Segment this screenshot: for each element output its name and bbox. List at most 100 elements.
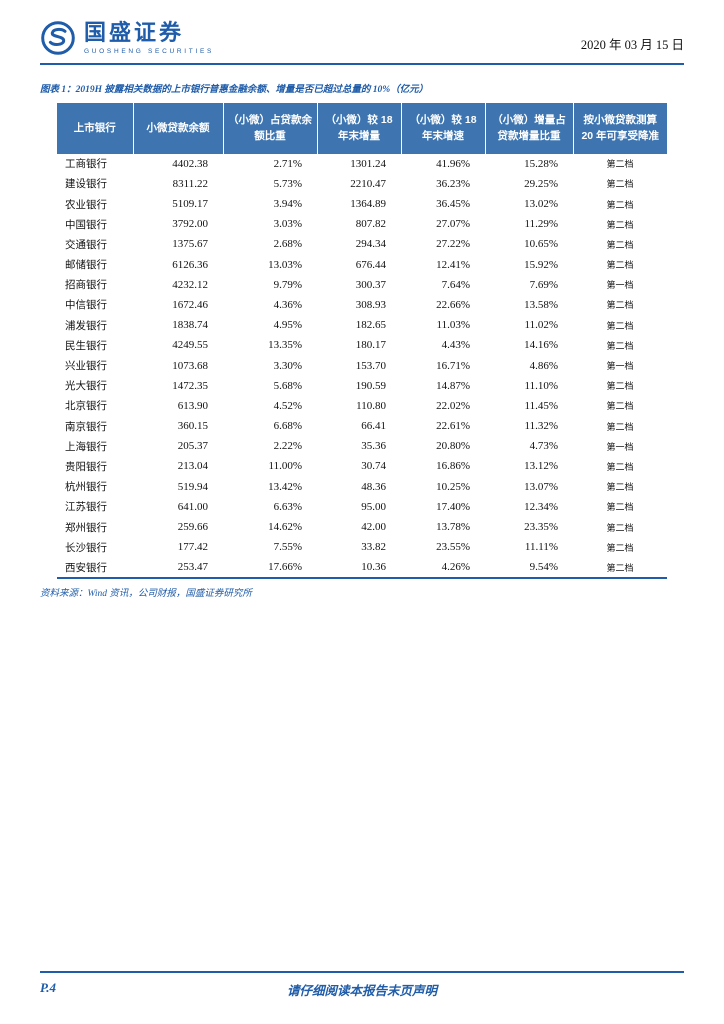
table-row: 中国银行 3792.00 3.03% 807.82 27.07% 11.29% 第二档 — [57, 214, 667, 234]
cell-increase: 807.82 — [355, 218, 386, 231]
cell-balance: 4232.12 — [172, 278, 208, 291]
header-divider — [40, 63, 684, 65]
cell-increase-share: 11.29% — [524, 218, 558, 231]
cell-balance-share: 7.55% — [273, 541, 302, 554]
cell-tier: 第二档 — [606, 401, 634, 412]
cell-increase-share: 11.02% — [524, 319, 558, 332]
cell-balance-share: 11.00% — [268, 460, 302, 473]
cell-tier: 第二档 — [606, 482, 634, 493]
cell-balance: 4402.38 — [172, 157, 208, 170]
source-note: 资料来源：Wind 资讯，公司财报，国盛证券研究所 — [40, 589, 252, 600]
table-row: 民生银行 4249.55 13.35% 180.17 4.43% 14.16% 第二档 — [57, 335, 667, 355]
cell-balance: 5109.17 — [172, 198, 208, 210]
table-row: 农业银行 5109.17 3.94% 1364.89 36.45% 13.02% 第二档 — [57, 194, 667, 214]
cell-balance-share: 3.30% — [273, 359, 302, 372]
cell-increase-share: 15.28% — [524, 157, 558, 170]
guosheng-logo-icon — [41, 21, 75, 55]
bank-loan-table: 上市银行 小微贷款余额 （小微）占贷款余额比重 （小微）较 18 年末增量 （小… — [57, 103, 667, 580]
brand-name-cn: 国盛证券 — [84, 20, 185, 46]
cell-tier: 第二档 — [606, 300, 634, 311]
cell-balance: 613.90 — [177, 399, 208, 412]
table-row: 中信银行 1672.46 4.36% 308.93 22.66% 13.58% 第二档 — [57, 295, 667, 315]
cell-tier: 第二档 — [606, 542, 634, 553]
cell-bank: 郑州银行 — [65, 522, 107, 534]
cell-balance: 641.00 — [177, 500, 208, 513]
cell-bank: 邮储银行 — [65, 260, 107, 272]
table-row: 招商银行 4232.12 9.79% 300.37 7.64% 7.69% 第一档 — [57, 275, 667, 295]
cell-increase: 2210.47 — [350, 177, 386, 190]
cell-bank: 光大银行 — [65, 381, 107, 393]
cell-increase-share: 10.65% — [524, 238, 558, 251]
cell-tier: 第一档 — [606, 280, 634, 291]
cell-balance-share: 5.68% — [273, 379, 302, 392]
cell-balance: 6126.36 — [172, 258, 208, 271]
cell-growth: 22.61% — [436, 420, 470, 433]
cell-balance-share: 6.63% — [273, 500, 302, 513]
cell-increase: 42.00 — [361, 521, 386, 533]
page-number: P.4 — [40, 980, 57, 995]
column-header-growth: （小微）较 18 年末增速 — [400, 103, 485, 154]
cell-bank: 中国银行 — [65, 219, 107, 231]
cell-increase-share: 13.12% — [524, 460, 558, 473]
cell-bank: 交通银行 — [65, 239, 107, 251]
table-row: 兴业银行 1073.68 3.30% 153.70 16.71% 4.86% 第一档 — [57, 355, 667, 375]
cell-tier: 第二档 — [606, 461, 634, 472]
cell-tier: 第一档 — [606, 361, 634, 371]
cell-tier: 第二档 — [606, 340, 634, 351]
table-row: 西安银行 253.47 17.66% 10.36 4.26% 9.54% 第二档 — [57, 557, 667, 578]
cell-increase: 66.41 — [361, 420, 386, 433]
table-row: 江苏银行 641.00 6.63% 95.00 17.40% 12.34% 第二档 — [57, 497, 667, 517]
cell-increase-share: 12.34% — [524, 500, 558, 513]
cell-tier: 第二档 — [606, 320, 634, 331]
cell-tier: 第二档 — [606, 260, 634, 271]
cell-growth: 7.64% — [441, 278, 470, 291]
table-row: 南京银行 360.15 6.68% 66.41 22.61% 11.32% 第二档 — [57, 416, 667, 436]
cell-increase-share: 11.10% — [524, 379, 558, 392]
cell-increase: 308.93 — [355, 298, 386, 311]
cell-balance-share: 2.71% — [273, 157, 302, 170]
cell-balance: 1073.68 — [172, 359, 208, 372]
cell-bank: 招商银行 — [65, 280, 107, 292]
cell-bank: 杭州银行 — [65, 482, 107, 494]
cell-increase-share: 4.86% — [529, 359, 558, 372]
table-body: 工商银行 4402.38 2.71% 1301.24 41.96% 15.28% 第二档 建设… — [57, 154, 667, 579]
cell-bank: 浦发银行 — [65, 320, 107, 332]
column-header-tier: 按小微贷款测算 20 年可享受降准 — [572, 103, 667, 154]
table-row: 郑州银行 259.66 14.62% 42.00 13.78% 23.35% 第二档 — [57, 517, 667, 537]
cell-increase-share: 7.69% — [529, 278, 558, 291]
cell-increase: 48.36 — [361, 480, 386, 493]
cell-increase: 30.74 — [361, 460, 386, 473]
cell-bank: 农业银行 — [65, 199, 107, 211]
cell-tier: 第二档 — [606, 219, 634, 230]
cell-bank: 建设银行 — [65, 179, 107, 191]
cell-balance: 213.04 — [177, 460, 208, 473]
cell-increase: 294.34 — [355, 238, 386, 251]
table-row: 光大银行 1472.35 5.68% 190.59 14.87% 11.10% 第二档 — [57, 376, 667, 396]
cell-balance-share: 4.52% — [273, 399, 302, 412]
brand: 国盛证券 GUOSHENG SECURITIES — [40, 20, 214, 56]
cell-growth: 10.25% — [436, 480, 470, 493]
cell-bank: 工商银行 — [65, 159, 107, 171]
cell-balance: 205.37 — [177, 440, 208, 453]
cell-growth: 41.96% — [436, 157, 470, 170]
column-header-increase-share: （小微）增量占贷款增量比重 — [484, 103, 573, 154]
cell-balance-share: 3.03% — [273, 218, 302, 231]
cell-balance-share: 4.36% — [273, 298, 302, 311]
footer-row: P.4 请仔细阅读本报告末页声明 — [40, 980, 684, 998]
figure-caption: 图表 1：2019H 披露相关数据的上市银行普惠金融余额、增量是否已超过总量的 … — [40, 85, 429, 95]
cell-tier: 第二档 — [606, 239, 634, 250]
cell-balance: 4249.55 — [172, 339, 208, 352]
cell-growth: 4.43% — [441, 339, 470, 352]
cell-increase: 1364.89 — [350, 198, 386, 210]
cell-increase: 182.65 — [355, 319, 386, 332]
cell-tier: 第二档 — [606, 179, 634, 190]
cell-balance: 1472.35 — [172, 379, 208, 392]
cell-balance: 519.94 — [177, 480, 208, 493]
cell-increase: 95.00 — [361, 500, 386, 513]
table-row: 北京银行 613.90 4.52% 110.80 22.02% 11.45% 第二档 — [57, 396, 667, 416]
page-header: 国盛证券 GUOSHENG SECURITIES 2020 年 03 月 15 … — [40, 20, 684, 56]
cell-increase: 33.82 — [361, 541, 386, 554]
cell-increase-share: 11.11% — [524, 541, 558, 554]
cell-balance: 1838.74 — [172, 319, 208, 332]
